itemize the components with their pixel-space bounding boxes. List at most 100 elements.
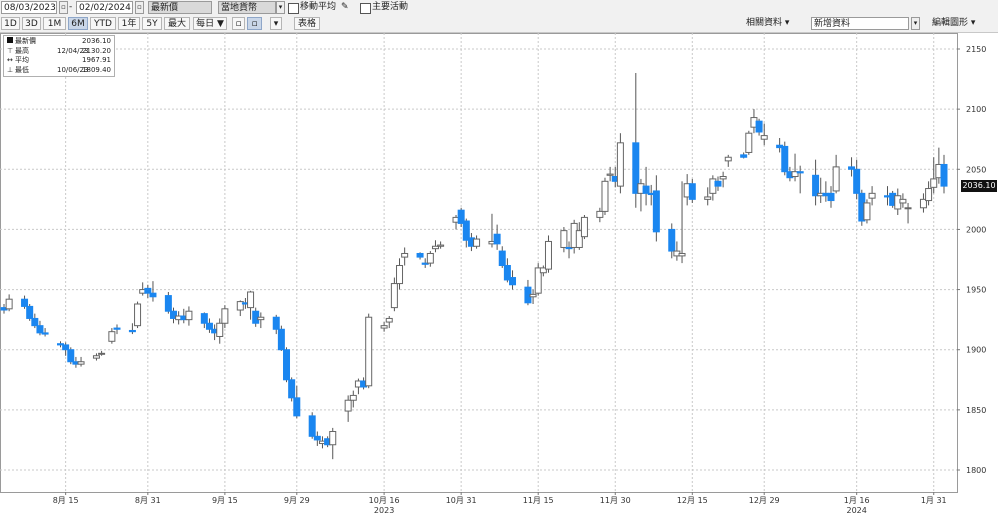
- candle-up: [257, 316, 265, 321]
- x-tick-label: 9月 29: [284, 496, 310, 505]
- chart-style-button[interactable]: ▫: [232, 17, 245, 30]
- table-button[interactable]: 表格: [294, 17, 320, 30]
- candle-up: [385, 317, 393, 323]
- period-button[interactable]: 1D: [1, 17, 20, 30]
- start-date-input[interactable]: 08/03/2023: [1, 1, 57, 14]
- candle-up: [134, 303, 142, 327]
- candle-down: [565, 246, 573, 250]
- candlestick-style-button[interactable]: ▫: [247, 17, 262, 30]
- candle-down: [688, 183, 696, 200]
- candle-up: [426, 252, 434, 264]
- candle-up: [724, 156, 732, 162]
- x-tick-label: 1月 31: [921, 496, 947, 505]
- period-button-selected[interactable]: 6M: [68, 17, 88, 30]
- candle-down: [940, 163, 948, 187]
- year-label: 2023: [374, 506, 394, 515]
- related-data-menu[interactable]: 相關資料 ▾: [746, 18, 790, 28]
- plot-area: [0, 33, 958, 493]
- candle-down: [421, 262, 429, 265]
- x-tick-label: 8月 31: [135, 496, 161, 505]
- currency-dropdown-icon[interactable]: ▾: [276, 1, 285, 14]
- candle-down: [827, 192, 835, 202]
- candle-up: [580, 216, 588, 238]
- last-price-marker: [7, 37, 13, 43]
- y-tick-label: 2050: [966, 165, 986, 174]
- candle-up: [221, 308, 229, 324]
- related-data-label: 相關資料: [746, 18, 783, 28]
- y-tick-label: 2150: [966, 45, 986, 54]
- candle-down: [457, 209, 465, 224]
- candle-down: [144, 287, 152, 294]
- candle-up: [185, 310, 193, 321]
- legend-row-average: ↔ 平均 1967.91: [7, 56, 111, 66]
- x-tick-label: 9月 15: [212, 496, 238, 505]
- pencil-icon[interactable]: ✎: [341, 2, 349, 12]
- end-date-input[interactable]: 02/02/2024: [76, 1, 133, 14]
- candle-down: [509, 277, 517, 286]
- period-button[interactable]: 最大: [164, 17, 190, 30]
- candle-up: [437, 244, 445, 247]
- period-button[interactable]: 1M: [43, 17, 66, 30]
- candle-up: [791, 171, 799, 178]
- candle-down: [62, 344, 70, 351]
- period-button[interactable]: 5Y: [142, 17, 162, 30]
- start-date-picker-icon[interactable]: ▫: [59, 1, 68, 14]
- candle-up: [431, 245, 439, 250]
- candle-up: [473, 238, 481, 247]
- end-date-picker-icon[interactable]: ▫: [135, 1, 144, 14]
- legend-low-date: 10/06/23: [57, 65, 89, 74]
- candle-down: [416, 252, 424, 258]
- style-dropdown-icon[interactable]: ▾: [270, 17, 282, 30]
- candle-down: [812, 174, 820, 197]
- candle-up: [719, 176, 727, 180]
- period-button[interactable]: 3D: [22, 17, 41, 30]
- candle-down: [668, 228, 676, 252]
- moving-average-checkbox[interactable]: [288, 3, 299, 14]
- edit-chart-label: 編輯圖形: [932, 18, 969, 28]
- legend-high-value: 2130.20: [82, 46, 111, 55]
- candle-down: [293, 397, 301, 417]
- candle-up: [365, 316, 373, 387]
- frequency-select[interactable]: 每日 ▼: [193, 17, 227, 30]
- candle-up: [539, 267, 547, 274]
- candle-down: [781, 145, 789, 173]
- new-data-dropdown-icon[interactable]: ▾: [911, 17, 920, 30]
- x-tick-label: 12月 29: [749, 496, 780, 505]
- x-tick-label: 12月 15: [677, 496, 708, 505]
- candle-up: [904, 207, 912, 210]
- candle-up: [606, 173, 614, 176]
- candle-down: [21, 298, 29, 307]
- legend-high-date: 12/04/23: [57, 46, 89, 55]
- new-data-input[interactable]: 新增資料: [811, 17, 909, 30]
- candle-down: [462, 220, 470, 241]
- candle-up: [760, 135, 768, 140]
- candle-up: [544, 240, 552, 270]
- candle-down: [200, 313, 208, 324]
- period-button[interactable]: 1年: [118, 17, 140, 30]
- candle-up: [601, 180, 609, 212]
- x-tick-label: 1月 16: [844, 496, 870, 505]
- candle-up: [349, 394, 357, 401]
- key-events-checkbox[interactable]: [360, 3, 371, 14]
- candle-down: [149, 292, 157, 298]
- candle-up: [5, 298, 13, 310]
- candle-down: [277, 328, 285, 351]
- current-price-tag: 2036.10: [961, 180, 997, 193]
- candle-down: [205, 322, 213, 330]
- chart-legend: 最新價 2036.10 ⊤ 最高 12/04/23 2130.20 ↔ 平均 196…: [3, 35, 115, 77]
- candle-up: [92, 355, 100, 359]
- candle-up: [575, 230, 583, 248]
- candle-down: [755, 120, 763, 133]
- key-events-label: 主要活動: [372, 2, 409, 12]
- candle-down: [170, 310, 178, 319]
- candle-up: [534, 267, 542, 294]
- period-button[interactable]: YTD: [90, 17, 116, 30]
- candle-up: [596, 210, 604, 218]
- y-tick-label: 1800: [966, 466, 986, 475]
- candle-up: [704, 196, 712, 200]
- currency-select[interactable]: 當地貨幣: [218, 1, 276, 14]
- edit-chart-button[interactable]: 編輯圖形 ▾: [932, 18, 976, 28]
- candle-up: [925, 188, 933, 202]
- candle-up: [678, 252, 686, 257]
- field-select[interactable]: 最新價: [148, 1, 212, 14]
